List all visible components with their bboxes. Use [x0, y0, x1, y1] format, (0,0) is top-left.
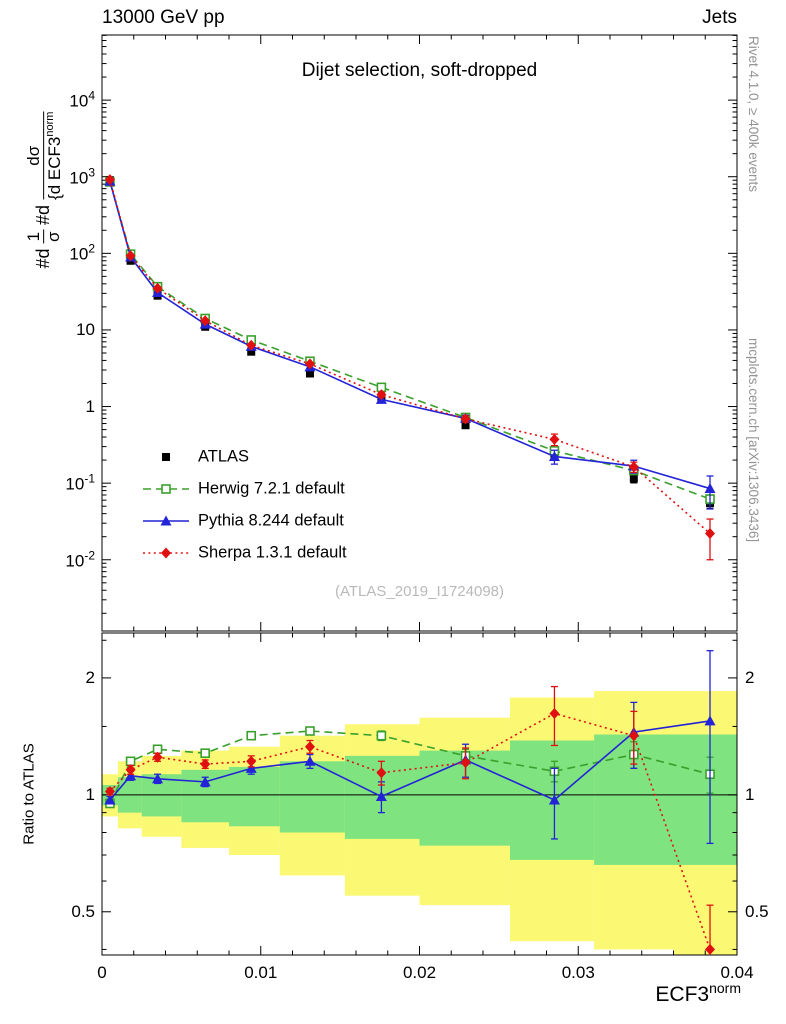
analysis-id-watermark: (ATLAS_2019_I1724098): [334, 583, 504, 600]
x-axis-label: ECF3norm: [655, 980, 741, 1006]
ylabel-part1: #d: [33, 248, 54, 269]
header-analysis-group: Jets: [702, 7, 737, 28]
plot-title: Dijet selection, soft-dropped: [301, 60, 538, 81]
main-series: [104, 174, 716, 561]
uncertainty-bands: [102, 691, 737, 955]
main-frame: [101, 34, 738, 632]
ylabel-part2: #d: [33, 204, 54, 225]
ylabel-fraction-dsigma: dσ {d ECF3norm: [24, 111, 64, 200]
ratio-series: [104, 650, 716, 955]
ratio-y-axis-label: Ratio to ATLAS: [20, 743, 38, 845]
mcplots-citation-note: mcplots.cern.ch [arXiv:1306.3436]: [746, 338, 761, 543]
header-beam-energy: 13000 GeV pp: [102, 7, 225, 28]
rivet-version-note: Rivet 4.1.0, ≥ 400k events: [746, 36, 761, 192]
